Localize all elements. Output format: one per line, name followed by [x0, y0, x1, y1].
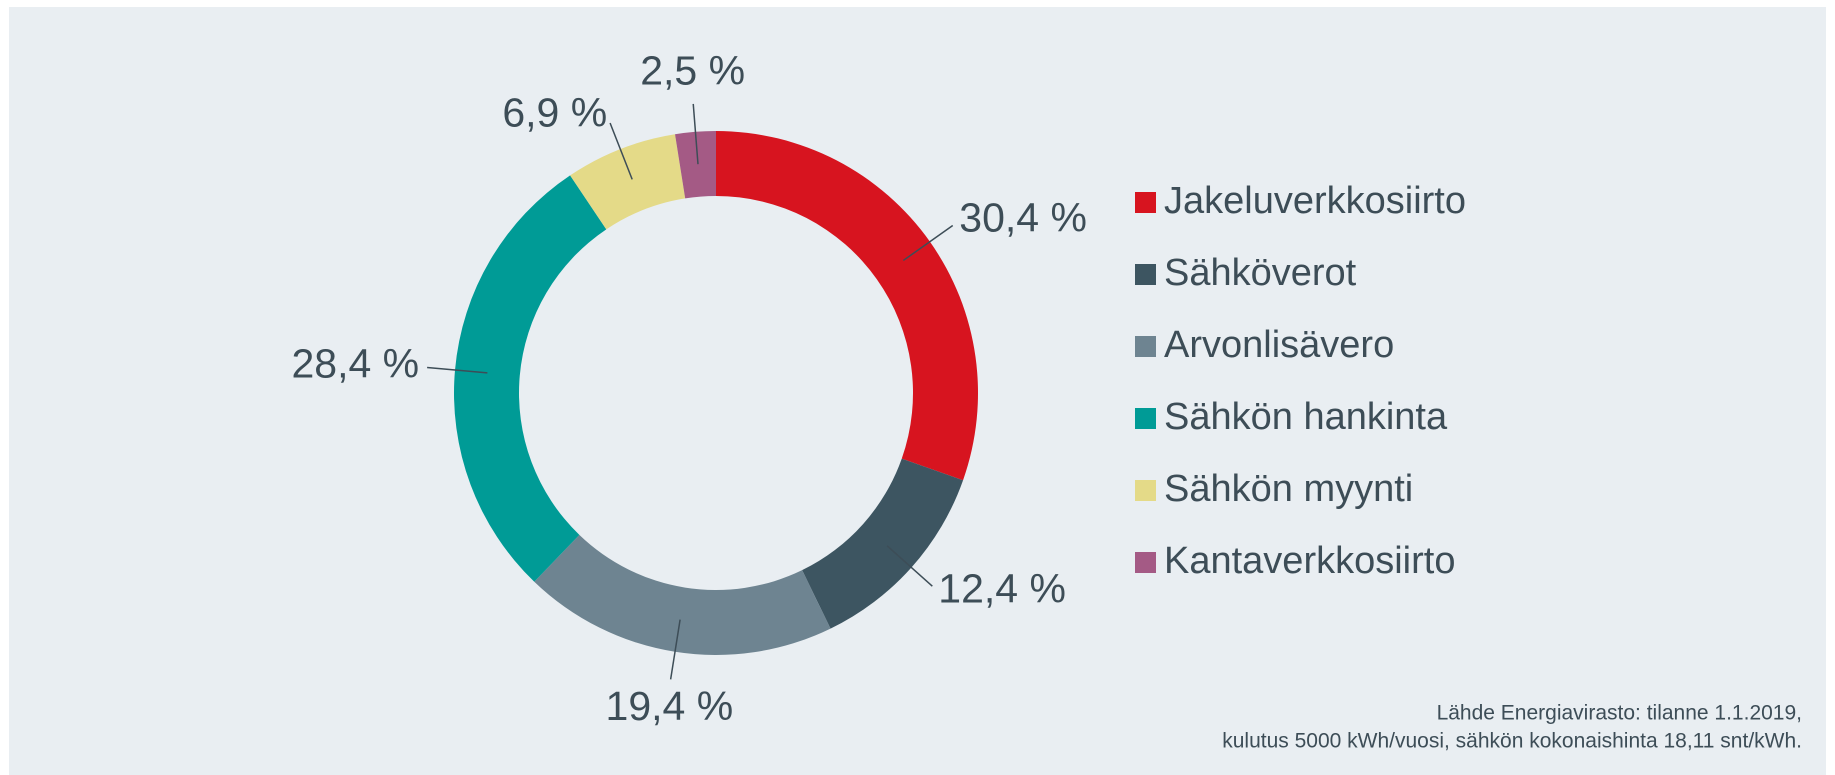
leader-line	[692, 103, 699, 165]
legend-swatch	[1135, 336, 1156, 357]
legend-label: Jakeluverkkosiirto	[1164, 180, 1466, 222]
leader-line	[902, 224, 954, 262]
data-label: 19,4 %	[606, 683, 734, 729]
legend-swatch	[1135, 552, 1156, 573]
data-label: 28,4 %	[291, 341, 419, 387]
donut-segment	[453, 175, 607, 582]
legend-swatch	[1135, 480, 1156, 501]
donut-segment	[802, 458, 964, 629]
legend-label: Sähkön myynti	[1164, 468, 1413, 510]
legend-label: Sähköverot	[1164, 252, 1357, 294]
source-line: Lähde Energiavirasto: tilanne 1.1.2019,	[1437, 702, 1802, 725]
leader-line	[427, 366, 488, 374]
data-label: 12,4 %	[938, 565, 1066, 611]
leader-line	[669, 619, 681, 680]
source-line: kulutus 5000 kWh/vuosi, sähkön kokonaish…	[1222, 730, 1802, 753]
legend-swatch	[1135, 192, 1156, 213]
donut-segment	[534, 534, 831, 656]
data-label: 6,9 %	[502, 89, 607, 135]
data-label: 2,5 %	[640, 48, 745, 94]
data-label: 30,4 %	[959, 195, 1087, 241]
donut-segment	[716, 131, 978, 481]
leader-line	[609, 122, 633, 180]
legend-label: Sähkön hankinta	[1164, 396, 1448, 438]
leader-line	[886, 545, 933, 587]
legend-label: Arvonlisävero	[1164, 324, 1394, 366]
legend-swatch	[1135, 264, 1156, 285]
donut-segment	[675, 131, 716, 199]
donut-segment	[570, 134, 686, 230]
legend-label: Kantaverkkosiirto	[1164, 540, 1455, 582]
legend-swatch	[1135, 408, 1156, 429]
